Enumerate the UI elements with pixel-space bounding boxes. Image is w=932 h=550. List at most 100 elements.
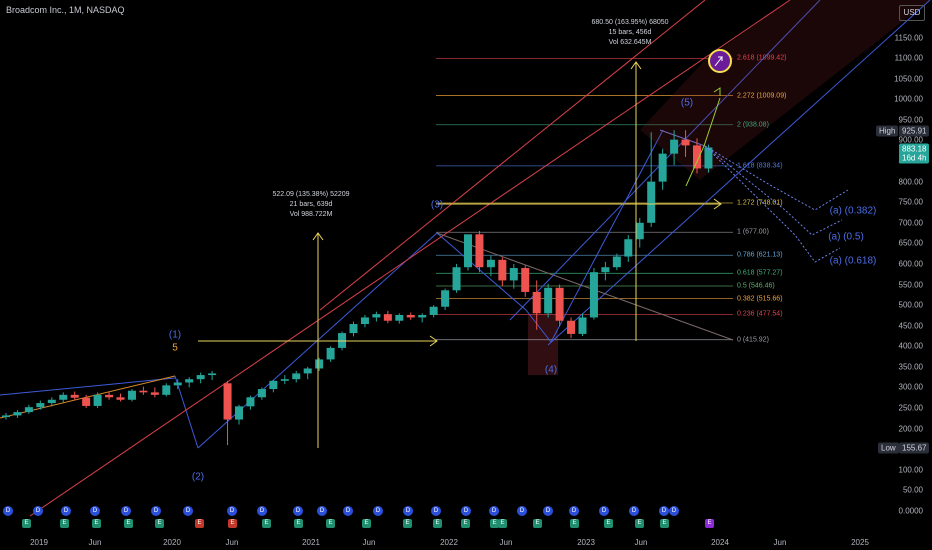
dividend-badge[interactable]: D — [543, 506, 553, 516]
dividend-badge[interactable]: D — [629, 506, 639, 516]
earnings-badge[interactable]: E — [155, 519, 164, 528]
low-tag-value: 155.67 — [899, 442, 930, 454]
earnings-badge[interactable]: E — [22, 519, 31, 528]
candle-body — [13, 412, 22, 416]
dividend-badge[interactable]: D — [569, 506, 579, 516]
earnings-badge[interactable]: E — [433, 519, 442, 528]
dividend-badge[interactable]: D — [33, 506, 43, 516]
earnings-badge[interactable]: E — [262, 519, 271, 528]
earnings-badge[interactable]: E — [660, 519, 669, 528]
candle-body — [464, 234, 472, 268]
candle-body — [475, 234, 484, 268]
earnings-badge[interactable]: E — [533, 519, 542, 528]
candle-body — [326, 347, 335, 360]
dividend-badge[interactable]: D — [3, 506, 13, 516]
dividend-badge[interactable]: D — [61, 506, 71, 516]
candle-body — [223, 383, 232, 420]
wave-1-sub-label: 5 — [172, 342, 178, 354]
candle-body — [162, 385, 171, 395]
dividend-badge[interactable]: D — [373, 506, 383, 516]
candle-body — [693, 145, 701, 169]
earnings-badge[interactable]: E — [228, 519, 237, 528]
fib-level-label: 1.272 (748.01) — [737, 199, 783, 207]
earnings-badge[interactable]: E — [635, 519, 644, 528]
dividend-badge[interactable]: D — [121, 506, 131, 516]
y-tick-label: 600.00 — [898, 259, 923, 269]
candle-body — [235, 406, 243, 420]
dividend-badge[interactable]: D — [517, 506, 527, 516]
currency-button[interactable]: USD — [899, 5, 925, 21]
trend-line — [550, 129, 664, 343]
x-tick-label: 2022 — [440, 538, 458, 547]
fib-level-label: 0.236 (477.54) — [737, 310, 783, 318]
candle-body — [681, 139, 690, 146]
candle-body — [589, 272, 598, 318]
x-tick-label: 2020 — [163, 538, 181, 547]
candle-body — [2, 415, 10, 418]
countdown-tag: 16d 4h — [899, 152, 930, 164]
earnings-badge[interactable]: E — [490, 519, 499, 528]
earnings-badge[interactable]: E — [124, 519, 133, 528]
candle-body — [303, 368, 312, 374]
earnings-badge[interactable]: E — [461, 519, 470, 528]
candle-body — [624, 239, 633, 257]
y-tick-label: 50.00 — [902, 485, 923, 495]
earnings-badge[interactable]: E — [294, 519, 303, 528]
fib-level-label: 2 (938.08) — [737, 121, 769, 129]
measure-arrowhead — [312, 232, 324, 241]
measure-1-bars: 21 bars, 639d — [289, 201, 333, 208]
earnings-badge[interactable]: E — [570, 519, 579, 528]
dividend-badge[interactable]: D — [183, 506, 193, 516]
wave-a-50-label: (a) (0.5) — [828, 231, 864, 243]
projection-arrowhead — [713, 87, 721, 96]
candle-body — [280, 379, 289, 381]
earnings-badge[interactable]: E — [195, 519, 204, 528]
x-tick-label: 2023 — [577, 538, 595, 547]
candle-body — [555, 287, 564, 321]
earnings-badge[interactable]: E — [92, 519, 101, 528]
high-tag-label: High — [876, 125, 899, 137]
dividend-badge[interactable]: D — [403, 506, 413, 516]
earnings-badge[interactable]: E — [604, 519, 613, 528]
dividend-badge[interactable]: D — [659, 506, 669, 516]
measure-1-change: 522.09 (135.38%) 52209 — [272, 191, 350, 198]
candle-body — [429, 306, 438, 315]
dividend-badge[interactable]: D — [599, 506, 609, 516]
dividend-badge[interactable]: D — [257, 506, 267, 516]
earnings-badge[interactable]: E — [498, 519, 507, 528]
dividend-badge[interactable]: D — [669, 506, 679, 516]
candle-body — [578, 317, 587, 334]
dividend-badge[interactable]: D — [90, 506, 100, 516]
dividend-badge[interactable]: D — [151, 506, 161, 516]
chart-title: Broadcom Inc., 1M, NASDAQ — [6, 5, 125, 15]
earnings-badge[interactable]: E — [705, 519, 714, 528]
dividend-badge[interactable]: D — [489, 506, 499, 516]
candle-body — [635, 222, 644, 240]
candle-body — [196, 375, 205, 380]
measure-arrowhead — [713, 198, 722, 210]
earnings-badge[interactable]: E — [362, 519, 371, 528]
wave-a-618-label: (a) (0.618) — [829, 255, 877, 267]
dividend-badge[interactable]: D — [461, 506, 471, 516]
x-tick-label: Jun — [499, 538, 513, 547]
candle-body — [36, 403, 45, 408]
earnings-badge[interactable]: E — [60, 519, 69, 528]
measure-arrowhead — [429, 335, 438, 347]
wave-a-382-label: (a) (0.382) — [829, 205, 877, 217]
fib-level-label: 2.272 (1009.09) — [737, 92, 787, 100]
trend-line — [0, 377, 176, 396]
dividend-badge[interactable]: D — [227, 506, 237, 516]
candle-body — [185, 379, 194, 383]
y-tick-label: 750.00 — [898, 197, 923, 207]
dividend-badge[interactable]: D — [317, 506, 327, 516]
wave-1-label: (1) — [168, 329, 182, 341]
dividend-badge[interactable]: D — [343, 506, 353, 516]
y-tick-label: 300.00 — [898, 382, 923, 392]
fib-level-label: 0.786 (621.13) — [737, 251, 783, 259]
y-tick-label: 1000.00 — [894, 94, 923, 104]
dividend-badge[interactable]: D — [431, 506, 441, 516]
dividend-badge[interactable]: D — [293, 506, 303, 516]
earnings-badge[interactable]: E — [326, 519, 335, 528]
earnings-badge[interactable]: E — [403, 519, 412, 528]
